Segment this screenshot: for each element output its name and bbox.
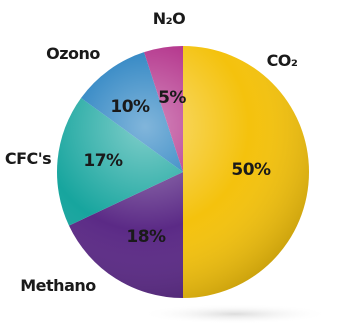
pie-slice-name-label: Methano xyxy=(20,276,96,295)
pie-value-label: 5% xyxy=(158,88,186,108)
pie-value-label: 18% xyxy=(126,227,166,247)
pie-slice-name-label: CFC's xyxy=(5,149,51,168)
pie-value-label: 10% xyxy=(110,97,150,117)
pie-shadow xyxy=(140,304,330,324)
slice-name-labels: CO₂ Methano CFC's Ozono N₂O xyxy=(5,9,299,295)
pie-slice-name-label: Ozono xyxy=(46,44,100,63)
pie-value-label: 17% xyxy=(83,151,123,171)
pie-value-label: 50% xyxy=(231,160,271,180)
percent-labels: 50% 18% 17% 10% 5% xyxy=(83,88,271,247)
pie-slices xyxy=(57,46,309,298)
pie-slice-name-label: N₂O xyxy=(153,9,186,28)
pie-slice-name-label: CO₂ xyxy=(267,51,298,70)
